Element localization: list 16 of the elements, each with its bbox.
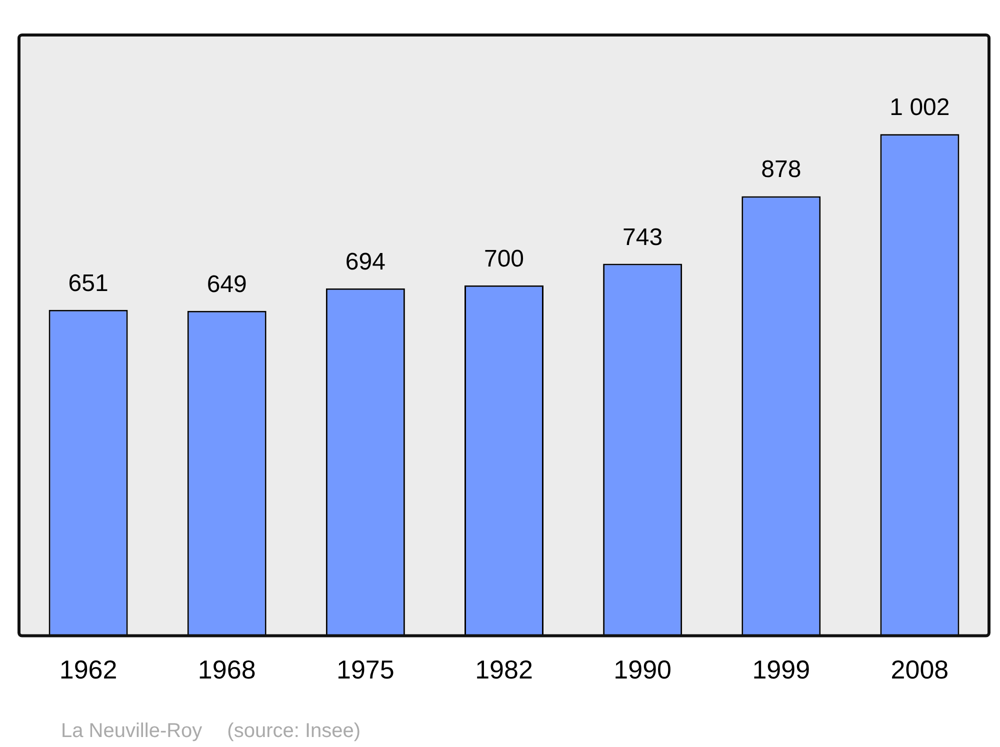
x-tick-label: 1975 <box>336 654 394 685</box>
x-tick-label: 1990 <box>614 654 672 685</box>
data-label: 694 <box>345 248 386 276</box>
data-label: 878 <box>761 156 802 184</box>
x-tick-label: 1999 <box>752 654 810 685</box>
data-label: 651 <box>68 270 108 297</box>
x-tick-label: 1962 <box>59 654 118 685</box>
data-label: 649 <box>206 270 247 298</box>
data-label: 1 002 <box>890 94 950 122</box>
text: La Neuville-Roy <box>61 720 202 742</box>
data-label: 700 <box>484 245 524 272</box>
text: (source: Insee) <box>227 720 361 742</box>
data-label: 743 <box>622 224 663 251</box>
x-tick-label: 2008 <box>890 654 949 685</box>
x-tick-label: 1982 <box>475 654 533 685</box>
x-tick-label: 1968 <box>198 654 256 685</box>
